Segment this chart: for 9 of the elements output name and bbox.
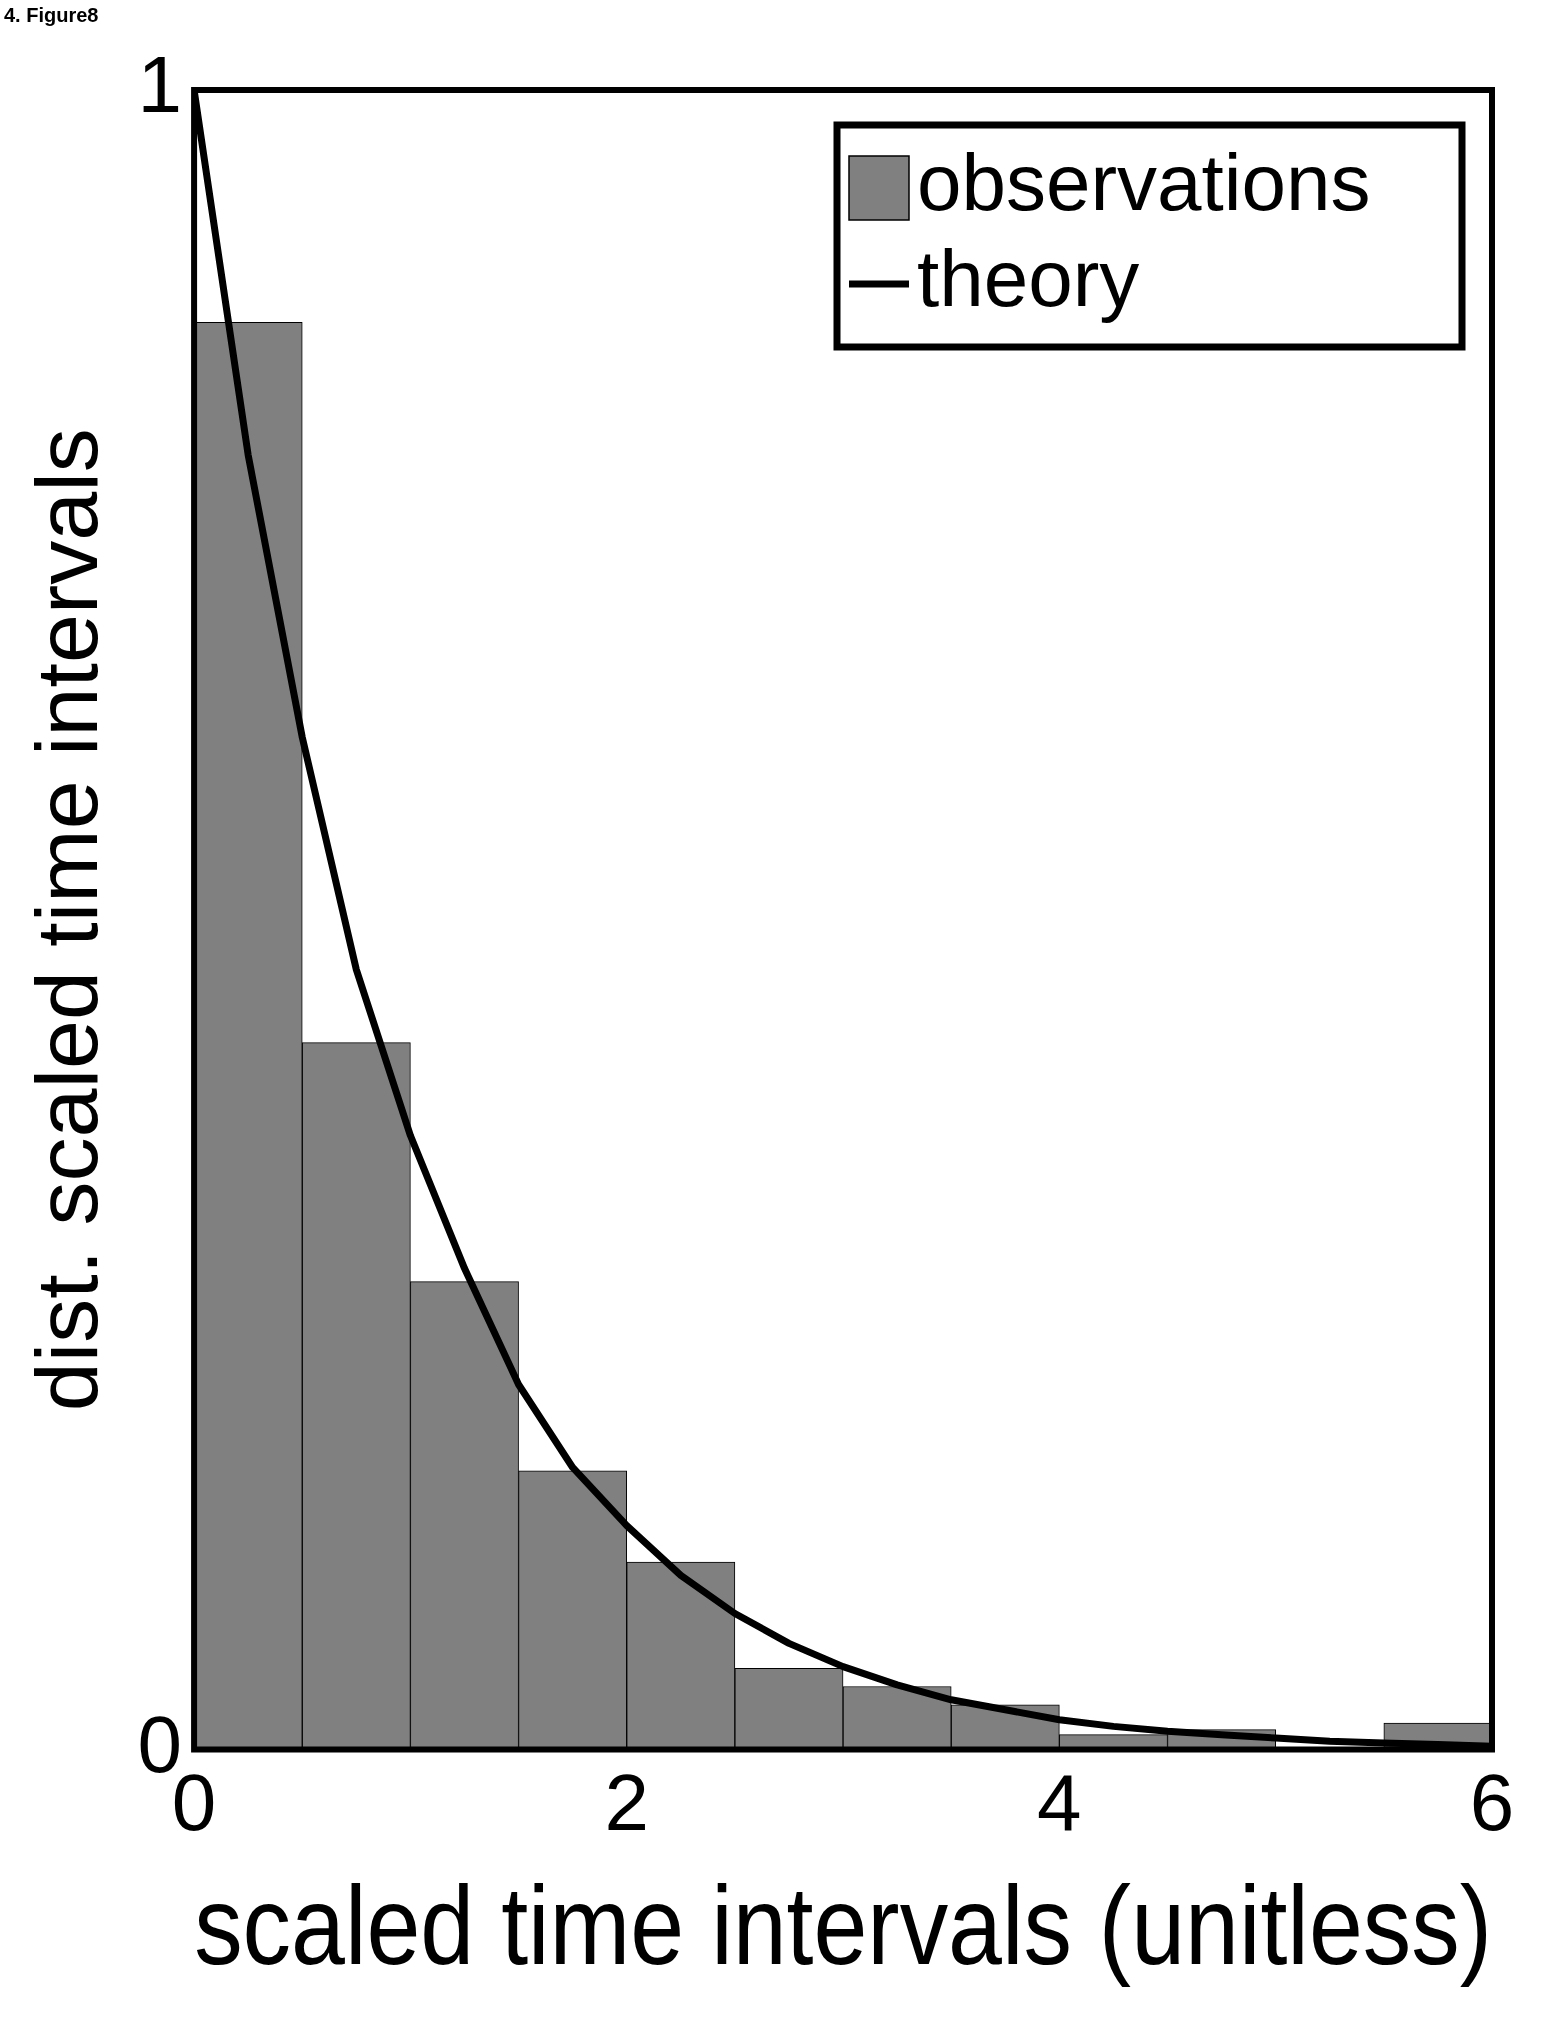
x-tick-label: 2 [604,1757,649,1847]
legend-label: theory [917,234,1140,324]
text: 4. Figure8 [4,4,99,27]
x-axis-title: scaled time intervals (unitless) [194,1862,1492,1988]
x-tick-label: 6 [1469,1757,1515,1847]
y-axis-title: dist. scaled time intervals [17,428,117,1412]
y-tick-label: 1 [137,40,183,130]
legend-label: observations [917,138,1371,228]
x-tick-label: 4 [1037,1757,1082,1847]
